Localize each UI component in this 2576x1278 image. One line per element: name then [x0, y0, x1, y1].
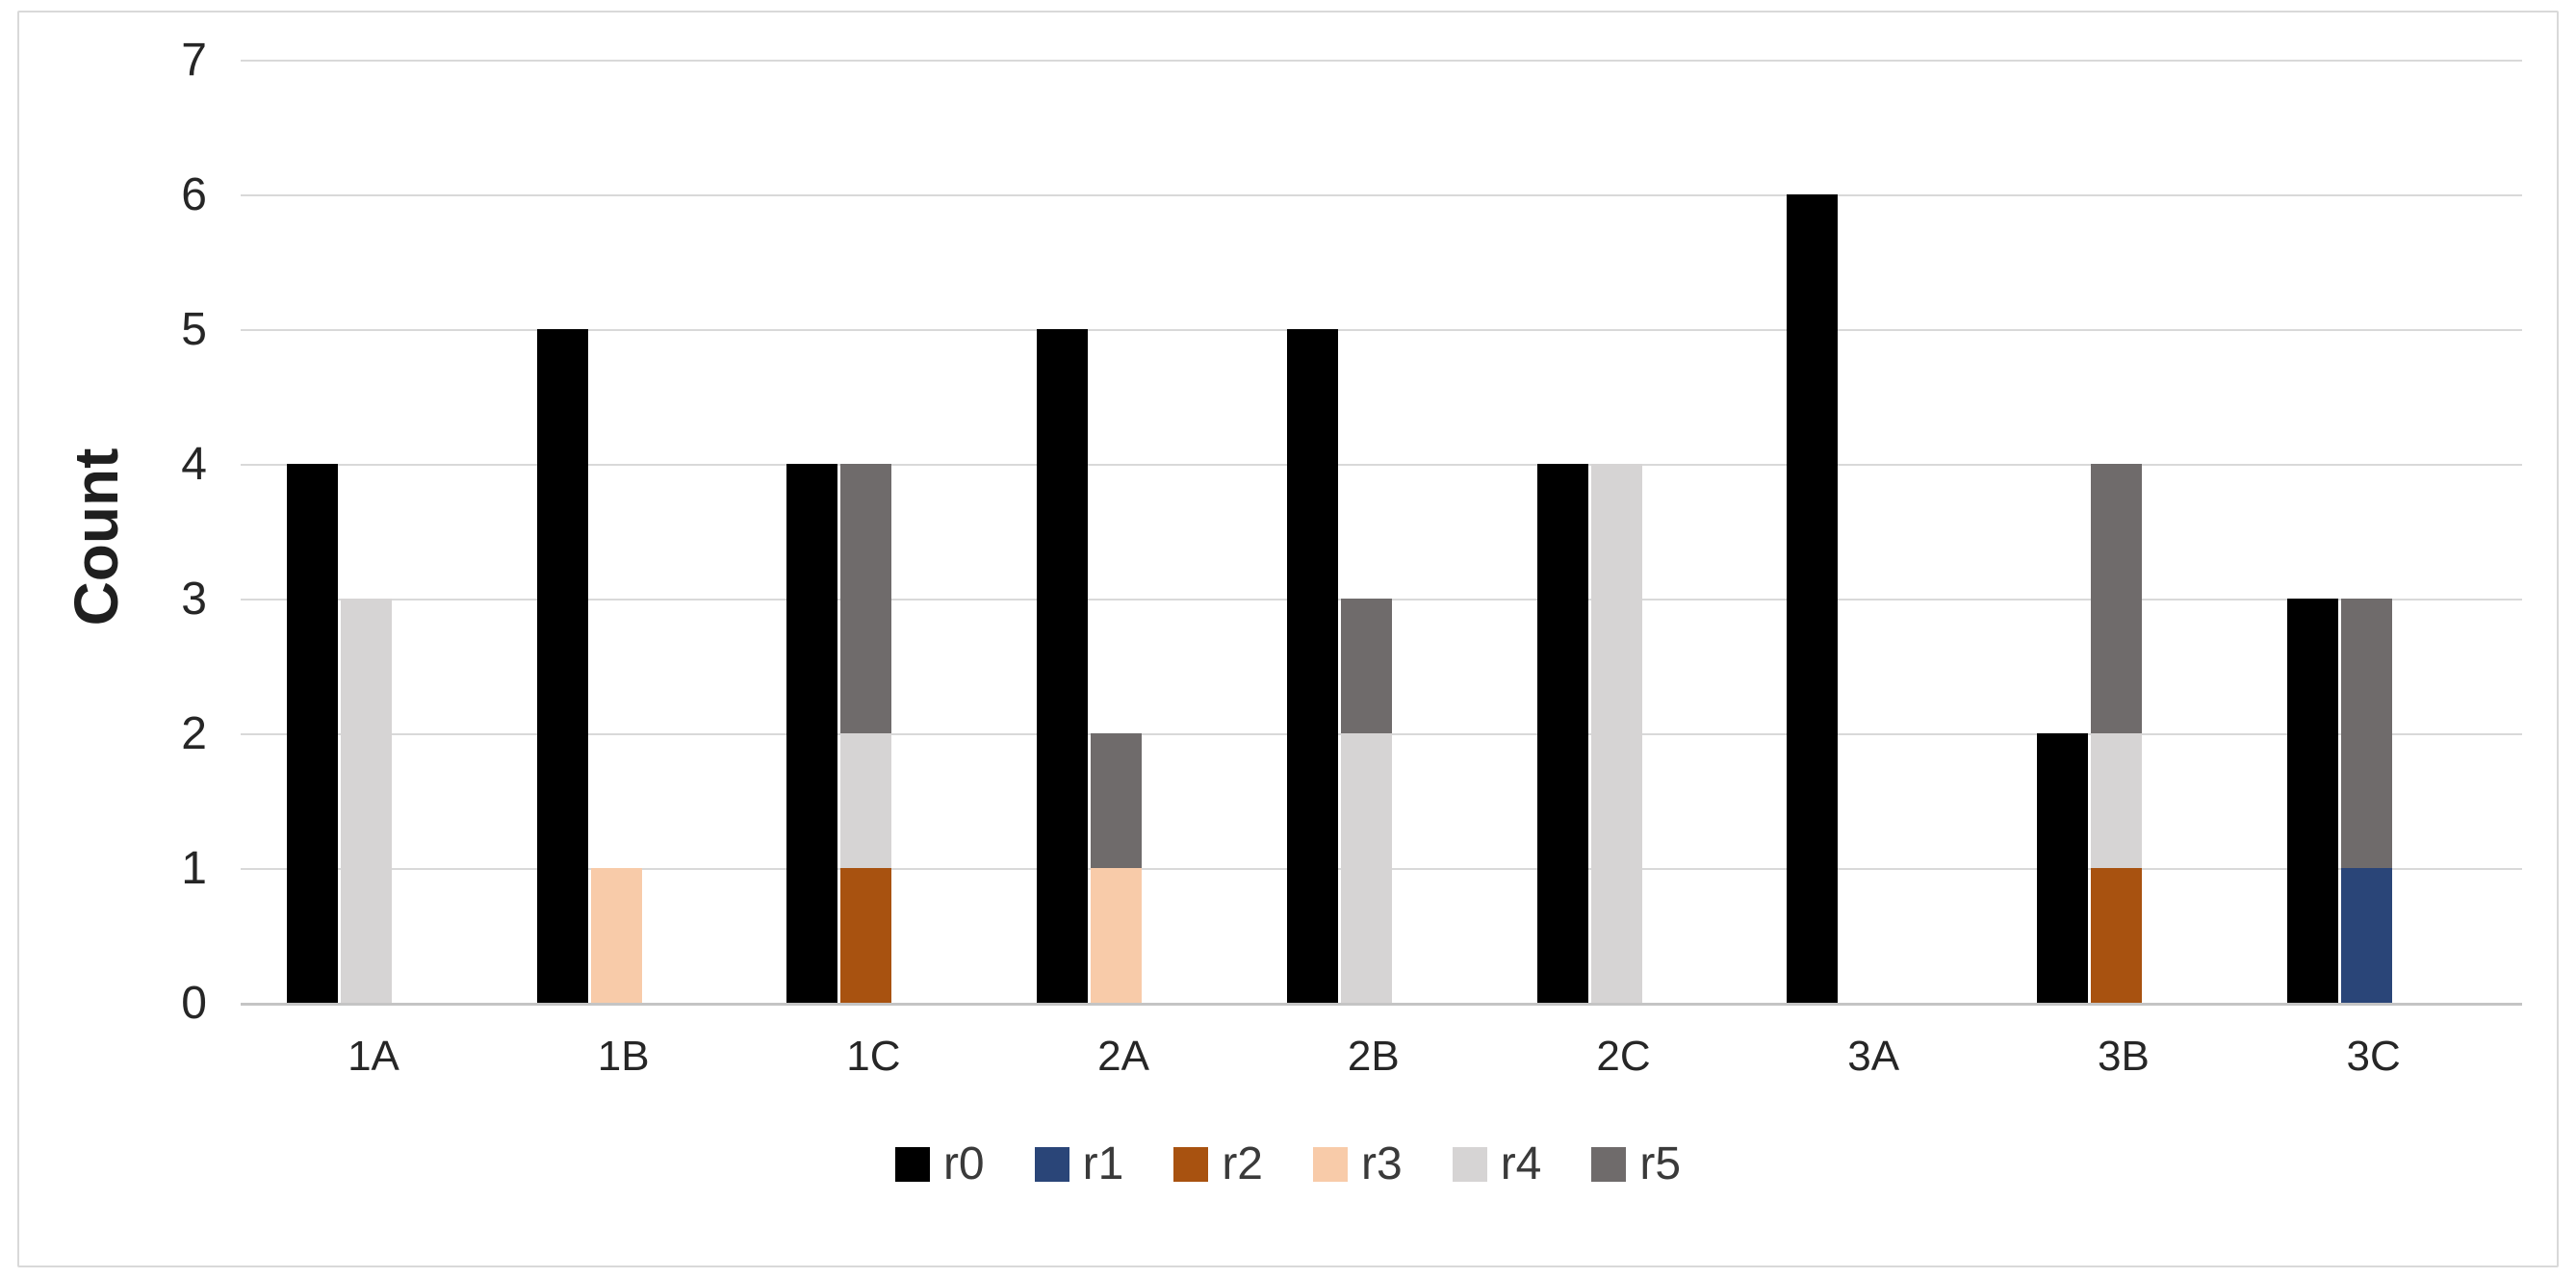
gridline-y7 [241, 60, 2522, 62]
legend-item-r5: r5 [1591, 1141, 1681, 1188]
x-tick-label-3C: 3C [2346, 1033, 2401, 1080]
gridline-y4 [241, 464, 2522, 466]
bar-r0-2B [1286, 329, 1338, 1003]
legend-swatch-r3 [1313, 1147, 1348, 1182]
x-tick-label-1B: 1B [597, 1033, 650, 1080]
legend-swatch-r5 [1591, 1147, 1627, 1182]
x-axis-line [241, 1003, 2522, 1006]
legend-swatch-r4 [1452, 1147, 1487, 1182]
bar-r0-1B [536, 329, 588, 1003]
y-tick-label-1: 1 [181, 843, 207, 894]
bar-segment-r5-1C [840, 464, 892, 733]
y-tick-label-6: 6 [181, 169, 207, 220]
bar-segment-r2-1C [840, 868, 892, 1003]
x-tick-label-1A: 1A [348, 1033, 399, 1080]
legend-label-r4: r4 [1500, 1138, 1542, 1189]
legend-item-r0: r0 [894, 1138, 985, 1189]
y-tick-label-5: 5 [181, 304, 207, 355]
bar-segment-r4-3B [2090, 733, 2142, 868]
x-tick-label-1C: 1C [846, 1033, 901, 1080]
legend-swatch-r1 [1034, 1147, 1069, 1182]
gridline-y5 [241, 329, 2522, 331]
bar-segment-r1-3C [2340, 868, 2392, 1003]
y-tick-label-0: 0 [181, 978, 207, 1029]
legend-label-r3: r3 [1361, 1138, 1403, 1189]
y-tick-label-4: 4 [181, 439, 207, 490]
bar-segment-r5-2B [1340, 599, 1392, 733]
bar-r0-2C [1536, 464, 1588, 1003]
legend-item-r3: r3 [1313, 1141, 1403, 1188]
x-tick-label-2A: 2A [1097, 1033, 1149, 1080]
legend-label-r1: r1 [1082, 1138, 1124, 1189]
x-tick-label-2B: 2B [1347, 1033, 1400, 1080]
y-tick-label-2: 2 [181, 708, 207, 759]
bar-r0-3C [2286, 599, 2338, 1003]
gridline-y6 [241, 194, 2522, 196]
bar-segment-r5-2A [1091, 733, 1143, 868]
y-tick-label-3: 3 [181, 574, 207, 625]
y-tick-label-7: 7 [181, 35, 207, 86]
bar-r0-2A [1037, 329, 1089, 1003]
bar-segment-r4-2C [1590, 464, 1642, 1003]
bar-segment-r5-3B [2090, 464, 2142, 733]
bar-r0-3B [2036, 733, 2088, 1003]
bar-segment-r5-3C [2340, 599, 2392, 868]
bar-r0-1C [786, 464, 838, 1003]
chart-border [17, 11, 2559, 1267]
x-tick-label-3B: 3B [2097, 1033, 2150, 1080]
bar-segment-r3-2A [1091, 868, 1143, 1003]
x-tick-label-2C: 2C [1596, 1033, 1651, 1080]
bar-segment-r4-1C [840, 733, 892, 868]
legend-item-r1: r1 [1034, 1138, 1124, 1189]
bar-segment-r4-2B [1340, 733, 1392, 1003]
bar-r0-3A [1787, 194, 1839, 1003]
legend-label-r0: r0 [942, 1138, 985, 1189]
legend-label-r5: r5 [1639, 1138, 1682, 1189]
legend-item-r4: r4 [1452, 1138, 1542, 1189]
legend-swatch-r2 [1173, 1147, 1209, 1182]
legend-label-r2: r2 [1222, 1138, 1263, 1189]
legend: r0 r1 r2 r3 r4 r5 [0, 1141, 2576, 1188]
legend-swatch-r0 [894, 1147, 930, 1182]
x-tick-label-3A: 3A [1847, 1033, 1900, 1080]
legend-item-r2: r2 [1173, 1141, 1263, 1188]
bar-segment-r2-3B [2090, 868, 2142, 1003]
bar-r0-1A [287, 464, 338, 1003]
bar-segment-r3-1B [590, 868, 642, 1003]
bar-segment-r4-1A [341, 599, 392, 1003]
